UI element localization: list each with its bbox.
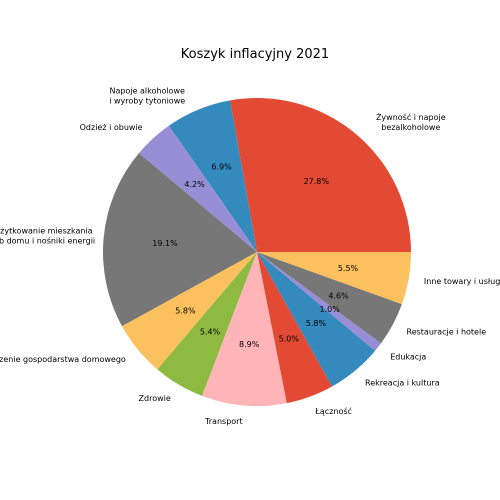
slice-category-label: Transport [204,417,243,426]
slice-percentage-label: 5.0% [279,335,300,344]
pie-slice-11 [257,252,402,344]
slice-category-label: Łączność [314,406,352,416]
slice-percentage-label: 1.0% [320,305,341,314]
pie-slice-1 [230,98,411,252]
chart-title: Koszyk inflacyjny 2021 [181,47,329,62]
pie-slice-9 [257,252,376,387]
slice-category-label: Inne towary i usługi [424,277,500,286]
slice-category-label: Rekreacja i kultura [365,379,440,388]
pie-slice-6 [157,252,257,396]
pie-slice-2 [168,100,257,252]
pie-slice-3 [138,125,257,252]
pie-slice-5 [122,252,257,370]
slice-percentage-label: 8.9% [239,340,260,349]
category-labels: Żywność i napoje bezalkoholowe Napoje alko… [0,87,500,426]
slice-category-label: Restauracje i hotele [407,328,487,337]
slice-category-label: Wyposażenie mieszkania i prowadzenie gos… [0,355,126,364]
slice-percentage-label: 6.9% [211,163,232,172]
slice-category-label: Żywność i napoje bezalkoholowe [376,112,446,132]
slice-percentage-label: 4.2% [184,180,205,189]
slice-category-label: Użytkowanie mieszkania lub domu i nośniki… [0,227,95,246]
slice-percentage-label: 5.8% [175,306,196,315]
pie-slice-10 [257,252,382,351]
pie-slice-7 [202,252,287,407]
slice-percentage-label: 27.8% [304,177,330,186]
pie-slice-8 [257,252,333,404]
slice-percentage-label: 5.4% [200,328,221,337]
slice-percentage-label: 5.8% [306,319,327,328]
slice-category-label: Zdrowie [139,394,171,403]
slice-percentage-label: 5.5% [338,264,359,273]
percentage-labels: 27.8% 6.9% 4.2% 19.1% 5.8% 5.4% 8.9% 5.0% 5.8% 1.… [152,163,358,350]
pie-slices [102,98,411,407]
slice-category-label: Edukacja [390,353,426,362]
slice-category-label: Napoje alkoholowe i wyroby tytoniowe [109,87,185,106]
slice-percentage-label: 19.1% [152,239,178,248]
pie-slice-12 [257,252,411,305]
slice-category-label: Odzież i obuwie [80,123,143,132]
pie-slice-4 [102,153,257,327]
slice-percentage-label: 4.6% [328,292,349,301]
